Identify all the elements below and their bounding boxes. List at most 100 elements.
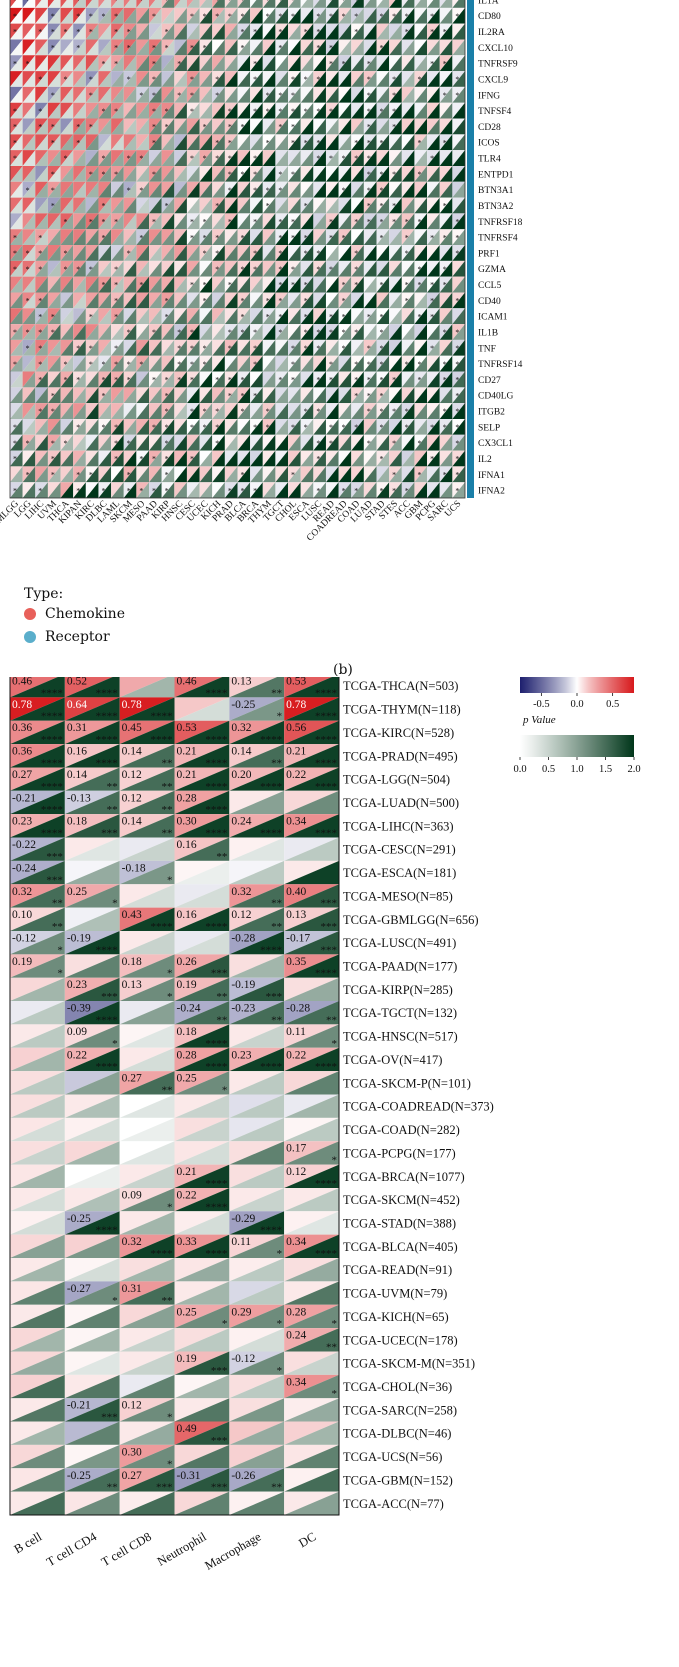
top-p-tri [174, 55, 187, 72]
gene-label: IFNG [478, 91, 500, 101]
top-p-tri [300, 229, 314, 245]
top-p-tri [338, 418, 352, 435]
top-p-tri [199, 466, 213, 483]
top-star: * [38, 107, 42, 116]
receptor-label: Receptor [45, 628, 110, 645]
top-star: * [101, 170, 105, 179]
corr-value-label: -0.25 [67, 1213, 91, 1225]
top-p-tri [439, 434, 453, 451]
top-corr-tri [199, 134, 213, 151]
top-p-tri [313, 102, 326, 119]
top-p-tri [237, 39, 251, 56]
top-star: * [89, 312, 93, 321]
top-p-tri [212, 434, 225, 451]
top-p-tri [452, 434, 465, 451]
top-p-tri [136, 403, 150, 419]
top-star: * [51, 312, 55, 321]
top-p-tri [224, 165, 238, 182]
pvalue-triangle [119, 954, 175, 978]
top-p-tri [389, 23, 402, 40]
corr-value-label: 0.23 [231, 1049, 251, 1061]
top-corr-tri [300, 387, 314, 404]
top-corr-tri [427, 403, 440, 419]
top-corr-tri [363, 23, 377, 40]
pvalue-triangle [229, 720, 285, 745]
top-corr-tri [414, 134, 428, 151]
top-star: * [114, 107, 118, 116]
top-p-tri [22, 245, 36, 261]
top-p-tri [275, 324, 289, 340]
top-p-tri [300, 39, 314, 56]
top-star: * [51, 439, 55, 448]
corr-value-label: 0.12 [122, 1400, 142, 1412]
top-p-tri [288, 371, 301, 388]
top-corr-tri [389, 450, 402, 467]
top-star: * [64, 439, 68, 448]
top-star: * [139, 455, 143, 464]
top-corr-tri [439, 387, 453, 404]
top-corr-tri [73, 260, 86, 277]
top-p-tri [288, 387, 301, 404]
row-label: TCGA-PRAD(N=495) [343, 749, 458, 763]
pvalue-triangle [229, 860, 285, 885]
top-p-tri [186, 324, 200, 340]
top-p-tri [325, 403, 339, 419]
top-corr-tri [351, 292, 364, 309]
top-p-tri [427, 276, 440, 293]
top-star: * [405, 12, 409, 21]
top-corr-tri [389, 355, 402, 372]
top-p-tri [98, 86, 112, 103]
top-star: * [329, 0, 333, 5]
top-star: * [430, 233, 434, 242]
top-star: * [76, 123, 80, 132]
top-p-tri [199, 118, 213, 135]
significance-stars: **** [41, 711, 63, 723]
top-p-tri [262, 418, 276, 435]
top-p-tri [363, 260, 377, 277]
top-corr-tri [389, 418, 402, 435]
top-p-tri [313, 324, 326, 340]
top-p-tri [300, 181, 314, 198]
top-star: * [316, 28, 320, 37]
top-p-tri [427, 245, 440, 261]
top-corr-tri [439, 150, 453, 166]
top-p-tri [212, 213, 225, 230]
top-p-tri [452, 339, 465, 356]
top-p-tri [262, 181, 276, 198]
top-p-tri [325, 434, 339, 451]
top-corr-tri [98, 7, 112, 24]
top-p-tri [313, 355, 326, 372]
row-label: TCGA-UCEC(N=178) [343, 1333, 458, 1347]
top-p-tri [224, 450, 238, 467]
top-p-tri [149, 260, 162, 277]
top-p-tri [250, 213, 263, 230]
top-p-tri [186, 260, 200, 277]
corr-triangle [119, 930, 175, 955]
top-p-tri [262, 245, 276, 261]
top-corr-tri [389, 339, 402, 356]
top-corr-tri [262, 482, 276, 498]
top-star: * [241, 486, 245, 495]
corr-value-label: 0.31 [122, 1283, 142, 1295]
top-corr-tri [351, 150, 364, 166]
top-p-tri [351, 245, 364, 261]
top-p-tri [22, 181, 36, 198]
pvalue-triangle [229, 1351, 285, 1375]
top-corr-tri [452, 418, 465, 435]
top-corr-tri [325, 403, 339, 419]
top-p-tri [98, 39, 112, 56]
top-corr-tri [47, 134, 61, 151]
top-p-tri [439, 276, 453, 293]
top-p-tri [123, 466, 137, 483]
top-p-tri [338, 181, 352, 198]
top-corr-tri [338, 150, 352, 166]
top-corr-tri [275, 466, 289, 483]
significance-stars: **** [96, 1225, 118, 1237]
top-star: * [455, 407, 459, 416]
top-corr-tri [98, 0, 105, 8]
top-p-tri [60, 482, 74, 498]
top-corr-tri [414, 23, 428, 40]
top-p-tri [452, 292, 465, 309]
top-p-tri [212, 102, 225, 119]
top-p-tri [47, 450, 61, 467]
